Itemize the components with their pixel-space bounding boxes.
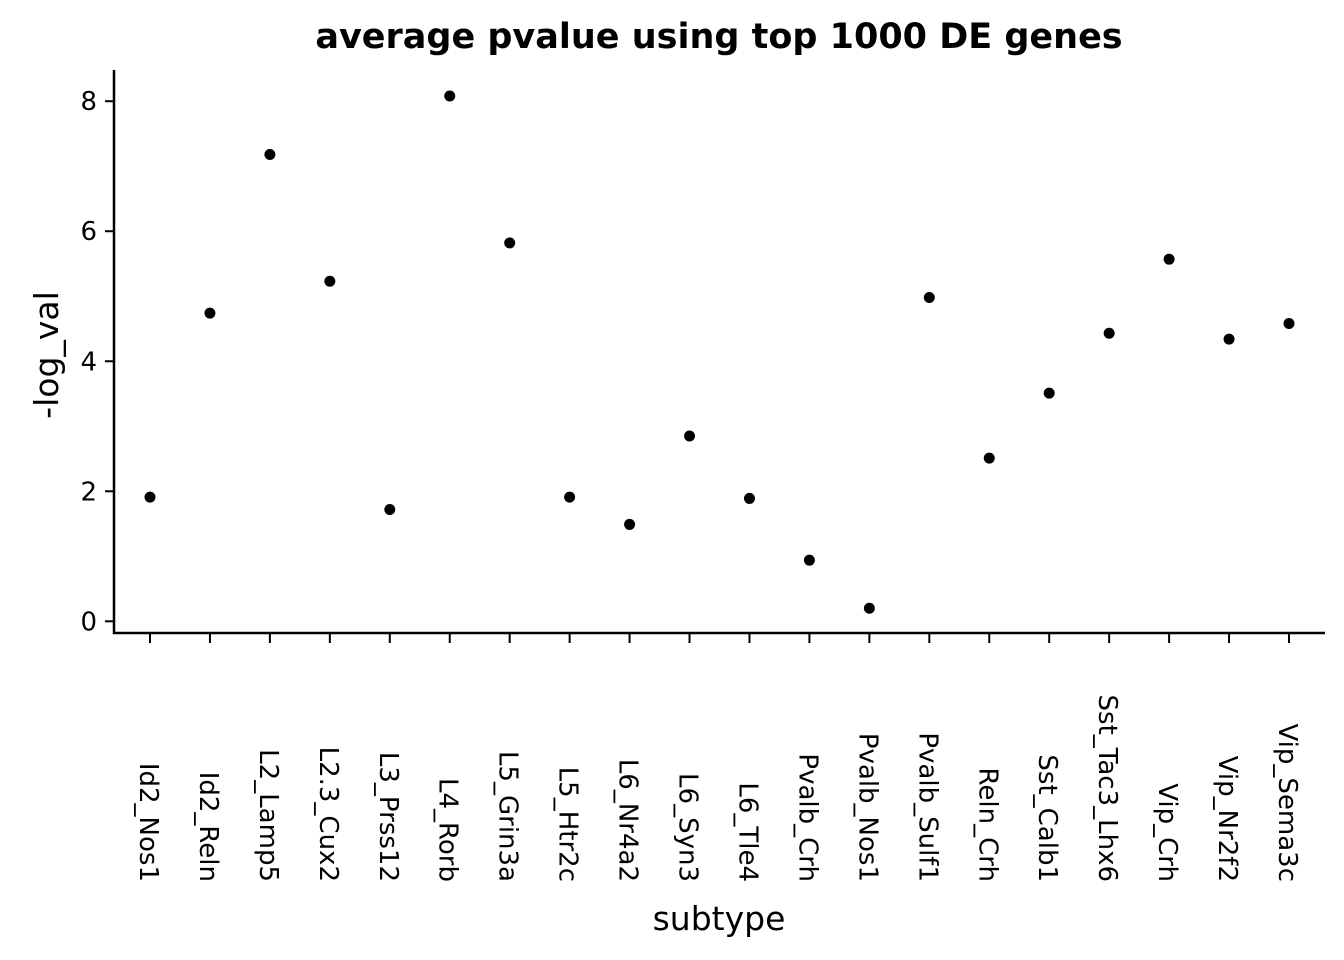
point [1043, 387, 1055, 399]
x-tick-label: Id2_Nos1 [133, 763, 163, 882]
x-tick-label: Vip_Sema3c [1272, 723, 1302, 882]
x-tick-label: Vip_Crh [1152, 783, 1182, 882]
x-tick-label: Pvalb_Crh [792, 753, 822, 882]
x-tick-label: Pvalb_Sulf1 [912, 732, 942, 882]
x-tick-label: Sst_Calb1 [1032, 754, 1062, 882]
point [444, 90, 456, 102]
x-tick-label: L6_Tle4 [732, 782, 762, 882]
x-tick-label: L4_Rorb [433, 778, 463, 882]
point [1163, 253, 1175, 265]
x-axis-label: subtype [653, 899, 786, 938]
point [324, 275, 336, 287]
point [564, 491, 576, 503]
x-tick-label: L2_Lamp5 [253, 749, 283, 882]
x-tick-label: L5_Grin3a [493, 751, 523, 882]
x-tick-label: L3_Prss12 [373, 752, 403, 882]
x-tick-label: Sst_Tac3_Lhx6 [1092, 695, 1122, 882]
x-tick-label: Vip_Nr2f2 [1212, 756, 1242, 882]
x-tick-label: Id2_Reln [193, 772, 223, 882]
point [1103, 327, 1115, 339]
point [264, 149, 276, 161]
y-tick-label: 6 [80, 217, 97, 247]
point [144, 491, 156, 503]
point [1283, 318, 1295, 330]
y-tick-label: 2 [80, 477, 97, 507]
point [983, 452, 995, 464]
x-tick-label: Reln_Crh [972, 768, 1002, 882]
point [803, 554, 815, 566]
point [684, 430, 696, 442]
y-tick-label: 8 [80, 87, 97, 117]
point [923, 292, 935, 304]
chart-title: average pvalue using top 1000 DE genes [315, 17, 1122, 57]
point [743, 492, 755, 504]
point [204, 307, 216, 319]
x-tick-label: L5_Htr2c [553, 767, 583, 882]
point [624, 518, 636, 530]
point [504, 237, 516, 249]
x-tick-label: L2.3_Cux2 [313, 747, 343, 882]
x-tick-label: Pvalb_Nos1 [852, 733, 882, 882]
point [863, 602, 875, 614]
point [384, 503, 396, 515]
point [1223, 333, 1235, 345]
x-tick-label: L6_Nr4a2 [613, 759, 643, 882]
y-tick-label: 4 [80, 347, 97, 377]
x-tick-label: L6_Syn3 [673, 773, 703, 882]
y-tick-label: 0 [80, 607, 97, 637]
y-axis-label: -log_val [27, 291, 66, 419]
